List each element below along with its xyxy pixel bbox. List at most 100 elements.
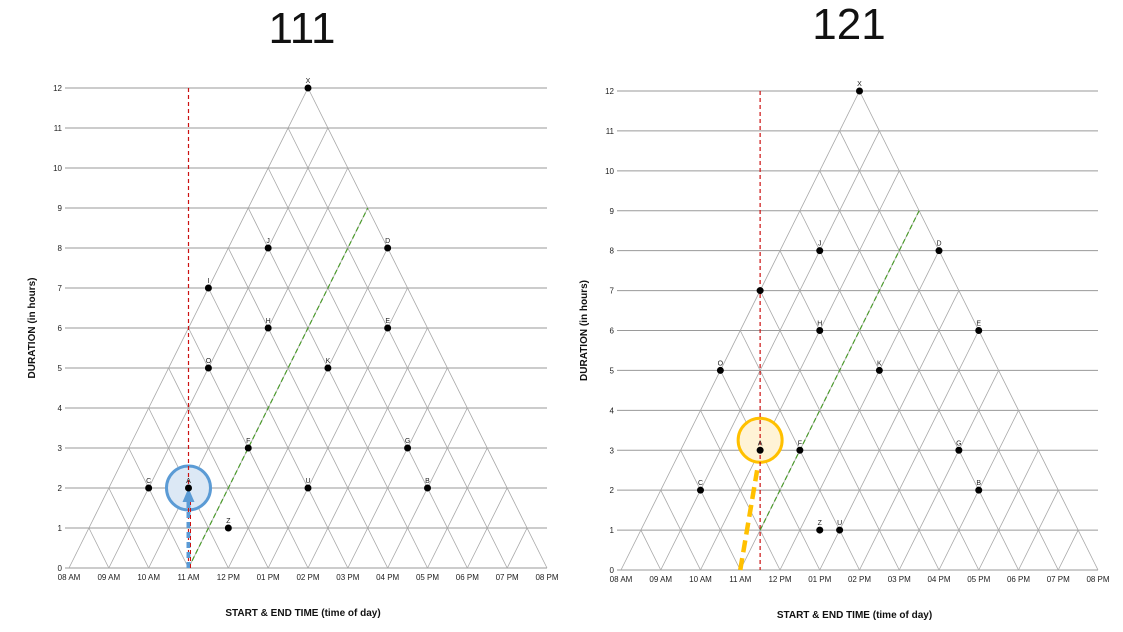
lattice-line <box>779 250 940 571</box>
point-X <box>856 87 863 95</box>
lattice-line <box>898 370 999 571</box>
point-B <box>424 484 431 492</box>
x-tick-label: 01 PM <box>257 573 280 582</box>
lattice-line <box>128 447 189 569</box>
y-tick-label: 11 <box>54 124 63 133</box>
lattice-line <box>819 290 960 571</box>
y-axis-title: DURATION (in hours) <box>579 280 590 381</box>
x-tick-label: 08 AM <box>58 573 81 582</box>
lattice-line <box>427 447 488 569</box>
lattice-line <box>978 450 1039 571</box>
point-X <box>304 84 312 92</box>
lattice-line <box>759 290 900 571</box>
lattice-line <box>720 370 821 571</box>
point-C <box>697 486 704 494</box>
point-J <box>816 247 824 255</box>
point-label: H <box>817 321 822 328</box>
lattice-line <box>108 487 150 569</box>
point-K <box>875 366 883 374</box>
point-label: I <box>207 278 209 285</box>
x-tick-label: 02 PM <box>848 575 871 584</box>
point-label: E <box>385 318 390 325</box>
lattice-line <box>168 367 269 569</box>
point-label: J <box>266 238 270 245</box>
x-tick-label: 12 PM <box>768 575 791 584</box>
x-tick-label: 06 PM <box>1007 575 1030 584</box>
x-tick-label: 04 PM <box>927 575 950 584</box>
point-D <box>384 244 392 252</box>
y-tick-label: 6 <box>58 324 63 333</box>
lattice-line <box>267 167 468 569</box>
point-label: D <box>936 241 941 248</box>
y-tick-label: 8 <box>58 244 63 253</box>
x-axis-title: START & END TIME (time of day) <box>225 608 380 619</box>
x-tick-label: 10 AM <box>689 575 712 584</box>
point-label: G <box>405 438 410 445</box>
lattice-line <box>267 287 408 569</box>
x-tick-label: 11 AM <box>177 573 199 582</box>
lattice-line <box>700 410 781 571</box>
x-axis-title: START & END TIME (time of day) <box>777 610 932 621</box>
y-tick-label: 9 <box>58 204 63 213</box>
point-U <box>304 484 312 492</box>
y-tick-label: 6 <box>610 327 615 336</box>
lattice-line <box>347 367 448 569</box>
point-label: F <box>246 438 250 445</box>
point-label: F <box>798 440 802 447</box>
point-U <box>836 526 844 534</box>
lattice-line <box>506 527 528 569</box>
point-O <box>204 364 212 372</box>
lattice-line <box>108 127 329 569</box>
point-G <box>404 444 412 452</box>
point-G <box>955 446 963 454</box>
point-K <box>324 364 332 372</box>
x-tick-label: 03 PM <box>888 575 911 584</box>
lattice-line <box>287 127 508 569</box>
y-tick-label: 2 <box>58 484 63 493</box>
y-tick-label: 12 <box>605 87 614 96</box>
x-tick-label: 08 AM <box>610 575 633 584</box>
point-label: Z <box>818 520 823 527</box>
green-dashed-line <box>187 207 369 569</box>
lattice-line <box>640 529 662 571</box>
point-label: Z <box>226 518 231 525</box>
lattice-line <box>227 247 389 569</box>
lattice-line <box>819 170 1019 571</box>
y-tick-label: 5 <box>610 366 615 375</box>
y-tick-label: 7 <box>610 287 615 296</box>
y-tick-label: 7 <box>58 284 63 293</box>
point-label: G <box>956 440 961 447</box>
point-C <box>145 484 153 492</box>
point-O <box>716 366 724 374</box>
point-label: O <box>206 358 212 365</box>
point-label: E <box>976 321 981 328</box>
point-Z <box>816 526 824 534</box>
point-B <box>975 486 983 494</box>
point-label: O <box>718 360 724 367</box>
x-tick-label: 11 AM <box>729 575 751 584</box>
lattice-line <box>1057 529 1079 571</box>
y-tick-label: 4 <box>610 406 615 415</box>
y-axis-title: DURATION (in hours) <box>27 278 38 379</box>
point-label: B <box>425 478 430 485</box>
x-tick-label: 06 PM <box>456 573 479 582</box>
x-tick-label: 09 AM <box>649 575 672 584</box>
y-tick-label: 1 <box>58 524 63 533</box>
point-unlabeled <box>756 287 764 295</box>
y-tick-label: 9 <box>610 207 615 216</box>
y-tick-label: 2 <box>610 486 615 495</box>
y-tick-label: 4 <box>58 404 63 413</box>
lattice-line <box>247 207 428 569</box>
lattice-line <box>799 210 980 571</box>
point-D <box>935 247 943 255</box>
x-tick-label: 12 PM <box>217 573 240 582</box>
point-H <box>264 324 272 332</box>
point-H <box>816 327 824 334</box>
point-F <box>244 444 252 452</box>
y-tick-label: 11 <box>606 127 615 136</box>
point-label: U <box>837 520 842 527</box>
x-tick-label: 02 PM <box>296 573 319 582</box>
point-E <box>384 324 392 332</box>
